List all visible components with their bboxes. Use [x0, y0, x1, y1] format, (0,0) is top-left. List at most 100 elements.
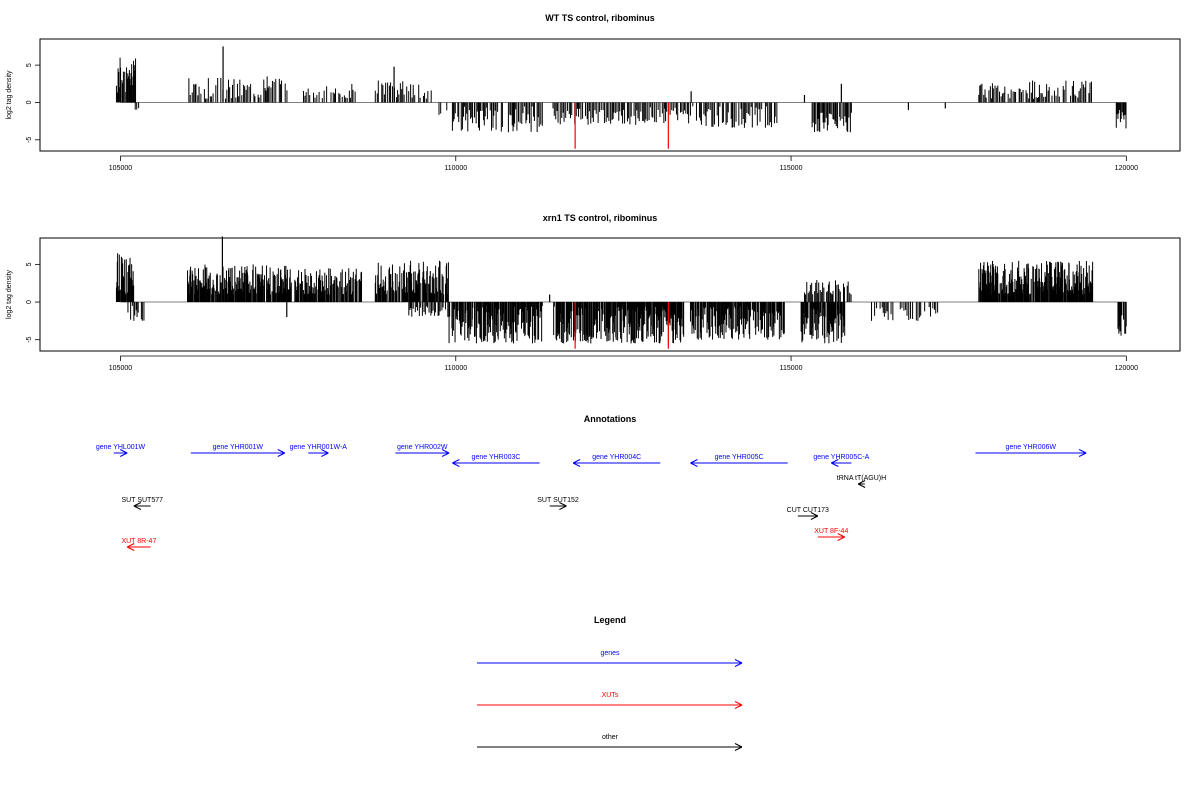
x-tick-label: 105000	[109, 365, 132, 372]
y-tick-label: 0	[26, 100, 33, 104]
feature-arrow	[113, 449, 128, 457]
annotation-feature: gene YHR003C	[452, 454, 540, 467]
feature-label: XUT 8F-44	[814, 528, 848, 535]
arrow-head	[734, 659, 743, 664]
y-axis-label: log2 tag density	[6, 269, 13, 319]
arrow-head	[559, 502, 567, 507]
arrow-head	[810, 515, 819, 520]
x-tick-label: 105000	[109, 165, 132, 172]
arrow-head	[690, 462, 698, 467]
annotation-feature: gene YHR005C-A	[813, 454, 870, 467]
feature-arrow	[817, 533, 845, 541]
track-panel-2: xrn1 TS control, ribominus -5 0 5 log2 tag d…	[6, 213, 1181, 372]
track-panel-1: WT TS control, ribominus -5 0 5 log2 tag den…	[6, 13, 1181, 172]
annotation-feature: gene YHR001W	[190, 444, 285, 457]
feature-arrow	[133, 502, 151, 510]
arrow-head	[559, 505, 567, 510]
annotation-feature: CUT CUT173	[787, 507, 829, 520]
arrow-head	[734, 701, 743, 706]
panel-title: WT TS control, ribominus	[545, 13, 655, 23]
annotations-title: Annotations	[584, 414, 637, 424]
annotation-feature: XUT 8F-44	[814, 528, 848, 541]
feature-label: tRNA tT(AGU)H	[837, 475, 886, 482]
feature-label: gene YHR003C	[472, 454, 521, 461]
arrow-head	[837, 536, 845, 541]
arrow-head	[831, 462, 839, 467]
feature-arrow	[190, 449, 285, 457]
feature-label: gene YHR002W	[397, 444, 448, 451]
plot-frame	[39, 38, 1181, 152]
annotation-feature: gene YHR005C	[690, 454, 788, 467]
arrow-head	[452, 459, 460, 464]
x-tick-label: 115000	[780, 365, 803, 372]
annotations-track: Annotations gene YHL001W gene YHR001W gene …	[96, 414, 1087, 551]
feature-label: gene YHR006W	[1006, 444, 1057, 451]
feature-arrow	[549, 502, 567, 510]
y-tick-label: 5	[26, 63, 33, 67]
feature-label: gene YHR001W-A	[290, 444, 348, 451]
annotation-feature: SUT SUT152	[537, 497, 579, 510]
feature-label: gene YHR001W	[213, 444, 264, 451]
arrow-head	[690, 459, 698, 464]
arrow-head	[734, 704, 743, 709]
arrow-head	[119, 449, 128, 454]
arrow-head	[831, 459, 839, 464]
legend-item: genes	[477, 650, 743, 667]
feature-label: gene YHR005C	[715, 454, 764, 461]
feature-label: SUT SUT577	[122, 497, 164, 504]
feature-arrow	[452, 459, 540, 467]
legend-label: genes	[600, 650, 620, 657]
y-tick-label: 5	[26, 262, 33, 266]
arrow-head	[810, 512, 819, 517]
legend-arrow	[477, 659, 743, 667]
arrow-head	[734, 746, 743, 751]
arrow-head	[837, 533, 845, 538]
annotation-feature: gene YHR006W	[975, 444, 1087, 457]
arrow-head	[321, 449, 329, 454]
annotation-feature: XUT 8R-47	[121, 538, 156, 551]
feature-label: XUT 8R-47	[121, 538, 156, 545]
arrow-head	[133, 502, 142, 507]
arrow-head	[452, 462, 460, 467]
x-tick-label: 115000	[780, 165, 803, 172]
feature-arrow	[831, 459, 852, 467]
arrow-head	[572, 462, 581, 467]
feature-label: gene YHR005C-A	[813, 454, 869, 461]
arrow-head	[277, 452, 285, 457]
legend-label: other	[602, 734, 619, 741]
y-axis-label: log2 tag density	[6, 70, 13, 120]
x-tick-label: 110000	[444, 165, 467, 172]
feature-arrow	[857, 480, 866, 488]
feature-arrow	[308, 449, 329, 457]
arrow-head	[857, 480, 866, 485]
legend-arrow	[477, 743, 743, 751]
y-tick-label: -5	[26, 137, 33, 143]
feature-arrow	[126, 543, 151, 551]
annotation-feature: gene YHR001W-A	[290, 444, 348, 457]
arrow-head	[734, 743, 743, 748]
legend: Legend genes XUTs other	[477, 615, 743, 751]
annotation-feature: gene YHR004C	[572, 454, 661, 467]
arrow-head	[441, 449, 450, 454]
panel-title: xrn1 TS control, ribominus	[543, 213, 658, 223]
feature-arrow	[797, 512, 819, 520]
feature-arrow	[395, 449, 450, 457]
arrow-head	[572, 459, 581, 464]
arrow-head	[126, 546, 135, 551]
annotation-feature: gene YHR002W	[395, 444, 450, 457]
arrow-head	[277, 449, 285, 454]
signal-bars	[115, 236, 1127, 349]
arrow-head	[119, 452, 128, 457]
legend-label: XUTs	[602, 692, 619, 699]
y-tick-label: 0	[26, 300, 33, 304]
arrow-head	[857, 483, 866, 488]
annotation-feature: gene YHL001W	[96, 444, 146, 457]
annotation-feature: tRNA tT(AGU)H	[837, 475, 886, 488]
x-tick-label: 120000	[1115, 165, 1138, 172]
feature-arrow	[975, 449, 1087, 457]
annotation-feature: SUT SUT577	[122, 497, 164, 510]
legend-arrow	[477, 701, 743, 709]
feature-arrow	[690, 459, 788, 467]
legend-title: Legend	[594, 615, 626, 625]
